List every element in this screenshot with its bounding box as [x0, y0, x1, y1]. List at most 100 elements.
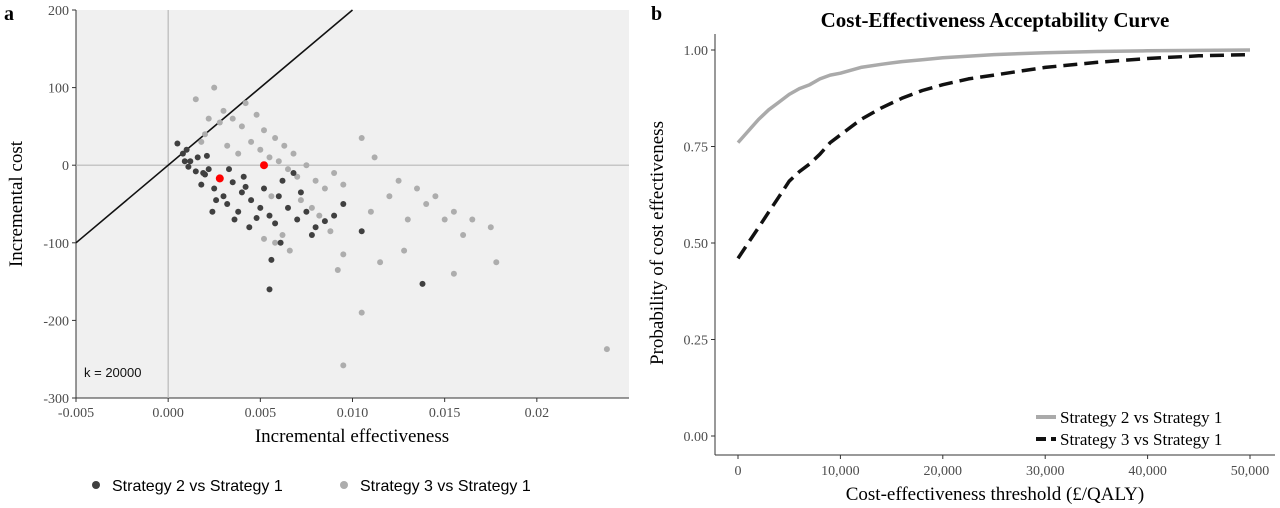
scatter-legend-label-series2: Strategy 3 vs Strategy 1: [360, 478, 531, 495]
scatter-point-series2: [395, 177, 402, 184]
scatter-point-series1: [181, 158, 188, 165]
scatter-x-tick-label: 0.015: [429, 406, 461, 421]
ceac-line-series2: [736, 52, 1251, 260]
scatter-point-series2: [272, 239, 279, 246]
ceac-x-tick-label: 0: [735, 464, 742, 479]
scatter-mean-point: [260, 161, 268, 170]
scatter-point-series1: [331, 212, 338, 219]
scatter-point-series2: [242, 100, 249, 107]
scatter-point-series1: [203, 152, 210, 159]
scatter-point-series1: [231, 216, 238, 223]
scatter-y-tick-label: -100: [43, 237, 69, 252]
scatter-point-series2: [487, 224, 494, 231]
scatter-x-tick-label: 0.02: [525, 406, 550, 421]
scatter-point-series1: [209, 208, 216, 215]
scatter-point-series1: [224, 201, 231, 207]
scatter-point-series1: [226, 166, 232, 173]
scatter-y-tick-label: -200: [43, 314, 69, 329]
scatter-point-series1: [279, 177, 286, 184]
scatter-point-series2: [450, 208, 457, 215]
scatter-x-tick-label: 0.010: [337, 406, 369, 421]
scatter-x-tick-label: 0.005: [245, 406, 277, 421]
scatter-point-series1: [174, 140, 181, 147]
scatter-point-series1: [312, 224, 319, 231]
scatter-point-series1: [238, 189, 245, 196]
scatter-point-series1: [187, 158, 194, 165]
scatter-point-series2: [281, 142, 288, 149]
scatter-y-tick-label: -300: [43, 392, 69, 407]
scatter-plot-background: [76, 10, 629, 398]
scatter-point-series2: [285, 166, 291, 173]
scatter-point-series1: [297, 189, 304, 196]
scatter-point-series1: [220, 193, 227, 200]
scatter-point-series2: [308, 204, 315, 211]
scatter-point-series2: [358, 309, 365, 316]
scatter-point-series2: [261, 127, 267, 134]
scatter-point-series1: [277, 239, 284, 246]
scatter-point-series1: [419, 280, 426, 287]
scatter-point-series1: [240, 173, 247, 180]
scatter-point-series2: [224, 142, 231, 149]
scatter-x-tick-label: 0.000: [152, 406, 184, 421]
scatter-point-series1: [211, 185, 218, 192]
scatter-point-series1: [213, 197, 220, 204]
scatter-point-series2: [279, 232, 286, 238]
scatter-point-series2: [423, 201, 430, 207]
scatter-point-series1: [275, 193, 282, 200]
scatter-point-series2: [229, 115, 236, 122]
scatter-point-series1: [246, 224, 253, 231]
scatter-y-axis-title: Incremental cost: [6, 140, 27, 267]
scatter-point-series2: [401, 247, 408, 254]
scatter-point-series2: [377, 259, 384, 266]
ceac-x-tick-label: 30,000: [1026, 464, 1065, 479]
scatter-point-series2: [312, 177, 319, 184]
scatter-point-series1: [266, 212, 273, 219]
scatter-point-series2: [211, 84, 218, 91]
scatter-point-series2: [261, 235, 267, 242]
scatter-y-tick-label: 200: [48, 4, 69, 19]
scatter-point-series2: [198, 138, 205, 145]
scatter-point-series1: [321, 218, 328, 225]
scatter-point-series2: [235, 150, 242, 157]
scatter-point-series2: [331, 170, 338, 176]
scatter-point-series1: [205, 166, 212, 173]
scatter-point-series2: [603, 346, 610, 353]
scatter-legend-label-series1: Strategy 2 vs Strategy 1: [112, 478, 283, 495]
scatter-point-series1: [266, 286, 273, 293]
scatter-point-series2: [216, 119, 223, 126]
scatter-point-series1: [242, 183, 249, 190]
scatter-point-series2: [253, 111, 260, 118]
scatter-point-series2: [316, 212, 323, 219]
scatter-point-series1: [179, 150, 186, 157]
scatter-point-series1: [257, 204, 264, 211]
scatter-point-series2: [371, 154, 378, 161]
scatter-annotation: k = 20000: [84, 365, 141, 380]
scatter-point-series2: [404, 216, 411, 223]
scatter-point-series1: [294, 216, 301, 223]
scatter-point-series2: [220, 107, 227, 114]
scatter-point-series1: [192, 168, 199, 175]
scatter-point-series1: [185, 163, 192, 170]
ceac-x-tick-label: 20,000: [924, 464, 963, 479]
scatter-point-series2: [358, 135, 365, 141]
scatter-point-series1: [340, 201, 347, 207]
scatter-point-series2: [248, 138, 255, 145]
scatter-point-series2: [386, 193, 393, 200]
scatter-point-series1: [308, 232, 315, 238]
scatter-point-series2: [441, 216, 448, 223]
ceac-x-tick-label: 50,000: [1231, 464, 1270, 479]
ceac-x-tick-label: 10,000: [821, 464, 860, 479]
scatter-point-series2: [268, 193, 275, 200]
ceac-x-tick-label: 40,000: [1128, 464, 1167, 479]
ceac-y-tick-label: 0.25: [684, 334, 709, 349]
scatter-point-series2: [367, 208, 374, 215]
ceac-y-tick-label: 0.75: [684, 141, 709, 156]
scatter-point-series2: [192, 96, 199, 103]
scatter-point-series1: [194, 154, 201, 161]
scatter-x-axis-title: Incremental effectiveness: [255, 426, 449, 447]
scatter-point-series1: [268, 256, 275, 263]
scatter-point-series2: [321, 185, 328, 192]
scatter-point-series2: [334, 267, 341, 273]
scatter-point-series2: [275, 158, 282, 165]
